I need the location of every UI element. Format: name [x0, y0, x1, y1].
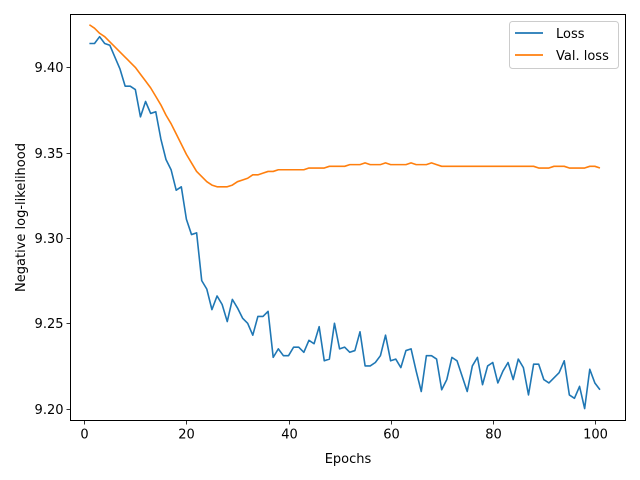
x-axis: 0 20 40 60 80 100 [80, 420, 608, 443]
y-axis-label: Negative log-likelihood [14, 143, 29, 292]
x-tick-label: 80 [485, 428, 502, 443]
y-tick-label: 9.30 [35, 232, 64, 247]
y-tick-label: 9.25 [35, 317, 64, 332]
y-tick-label: 9.35 [35, 147, 64, 162]
y-tick-label: 9.40 [35, 61, 64, 76]
x-tick-label: 100 [583, 428, 608, 443]
plot-frame [70, 14, 626, 421]
x-axis-label: Epochs [325, 452, 372, 467]
x-tick-label: 40 [281, 428, 298, 443]
x-tick-label: 20 [178, 428, 195, 443]
x-tick-label: 60 [383, 428, 400, 443]
x-tick-label: 0 [80, 428, 88, 443]
legend-label-loss: Loss [556, 27, 585, 42]
legend-label-val-loss: Val. loss [556, 49, 609, 64]
series-line-loss [89, 35, 601, 410]
series-layer [88, 24, 601, 410]
y-tick-label: 9.20 [35, 403, 64, 418]
legend: Loss Val. loss [509, 21, 619, 69]
series-line-val-loss [88, 24, 601, 188]
y-axis: 9.20 9.25 9.30 9.35 9.40 [35, 61, 71, 418]
